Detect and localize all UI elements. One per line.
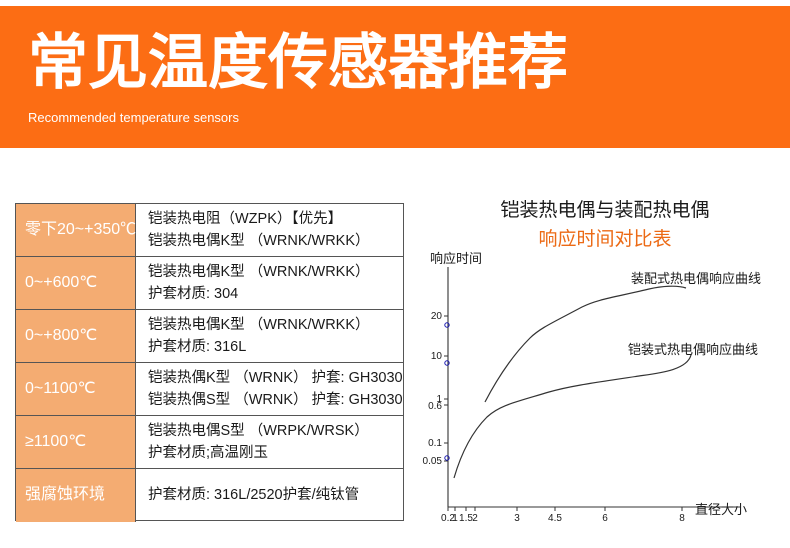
svg-text:4.5: 4.5 xyxy=(548,513,562,524)
svg-text:8: 8 xyxy=(679,513,685,524)
svg-text:10: 10 xyxy=(431,351,443,362)
svg-text:0.6: 0.6 xyxy=(428,401,442,412)
svg-text:0.05: 0.05 xyxy=(423,456,443,467)
svg-text:2: 2 xyxy=(472,513,478,524)
svg-text:0.1: 0.1 xyxy=(428,438,442,449)
svg-text:6: 6 xyxy=(602,513,608,524)
svg-text:3: 3 xyxy=(514,513,520,524)
svg-text:直径大小: 直径大小 xyxy=(695,502,747,517)
svg-text:20: 20 xyxy=(431,311,443,322)
svg-text:1: 1 xyxy=(452,513,458,524)
